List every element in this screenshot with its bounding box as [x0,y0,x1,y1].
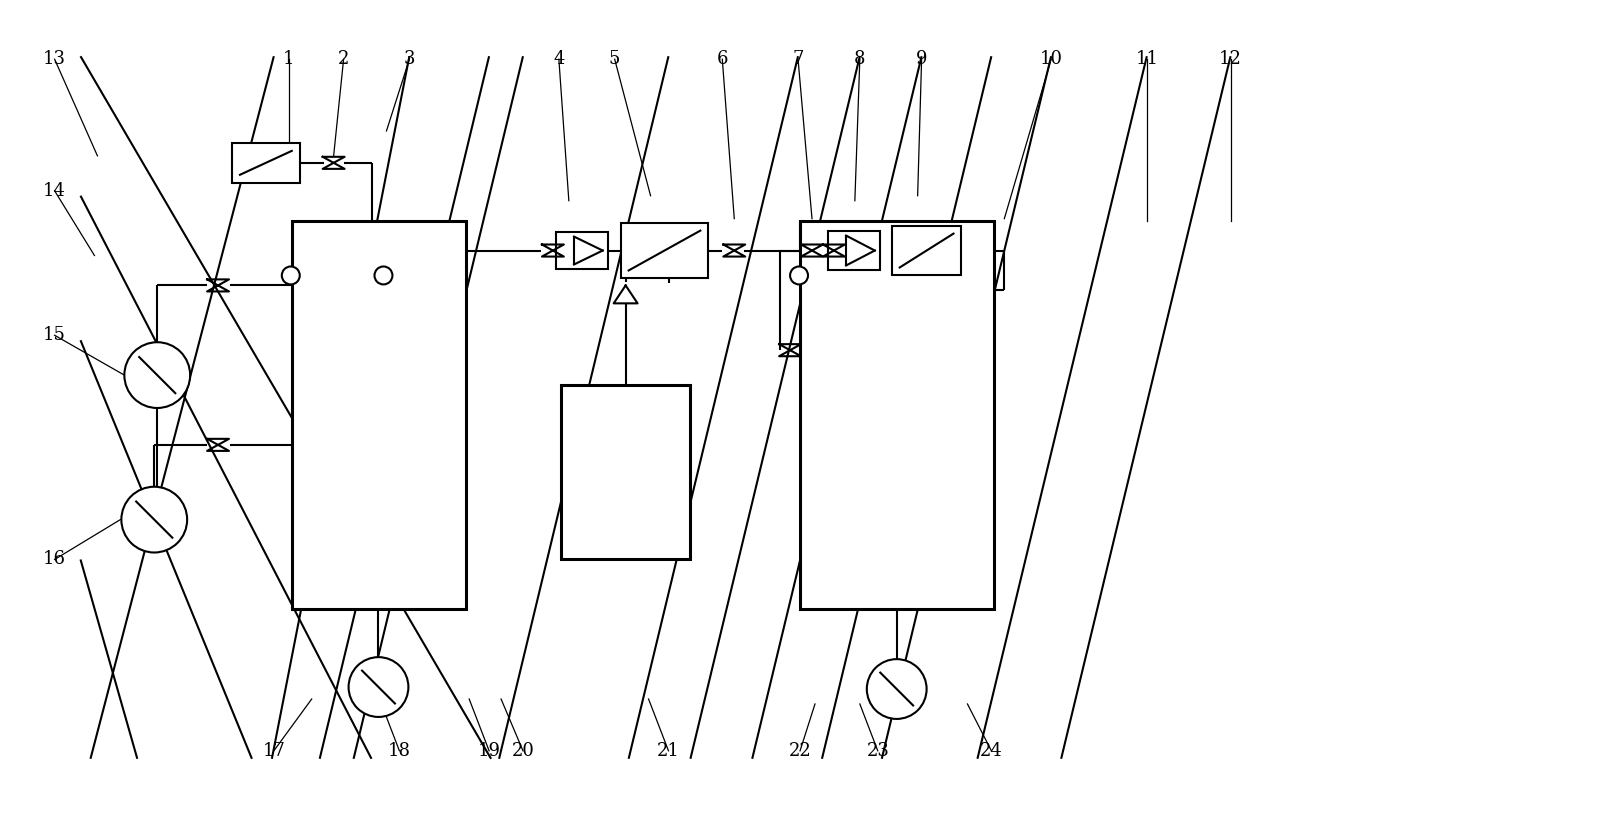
Circle shape [375,267,393,285]
Text: 11: 11 [1136,50,1159,68]
Circle shape [790,267,808,285]
Circle shape [867,659,927,719]
Text: 20: 20 [511,741,534,760]
Text: 8: 8 [854,50,865,68]
Text: 12: 12 [1219,50,1242,68]
Text: 5: 5 [609,50,620,68]
Text: 3: 3 [404,50,415,68]
Text: 9: 9 [915,50,927,68]
Text: 4: 4 [553,50,565,68]
Text: 21: 21 [657,741,680,760]
Bar [555,232,607,269]
Circle shape [349,657,409,717]
Circle shape [282,267,300,285]
Bar [292,220,466,609]
Text: 10: 10 [1040,50,1063,68]
Text: 7: 7 [792,50,803,68]
Text: 16: 16 [44,550,67,568]
Text: 13: 13 [44,50,67,68]
Text: 15: 15 [44,326,67,344]
Text: 19: 19 [477,741,500,760]
Bar [562,385,690,559]
Text: 2: 2 [338,50,349,68]
Text: 6: 6 [717,50,729,68]
Text: 22: 22 [789,741,812,760]
Bar [232,143,300,183]
Bar [620,223,708,278]
Bar [891,226,961,276]
Text: 23: 23 [867,741,889,760]
Text: 1: 1 [282,50,294,68]
Circle shape [122,487,187,553]
Text: 18: 18 [388,741,411,760]
Bar [800,220,995,609]
Bar [828,231,880,271]
Text: 17: 17 [263,741,286,760]
Circle shape [125,342,190,408]
Text: 24: 24 [980,741,1003,760]
Text: 14: 14 [44,182,67,200]
